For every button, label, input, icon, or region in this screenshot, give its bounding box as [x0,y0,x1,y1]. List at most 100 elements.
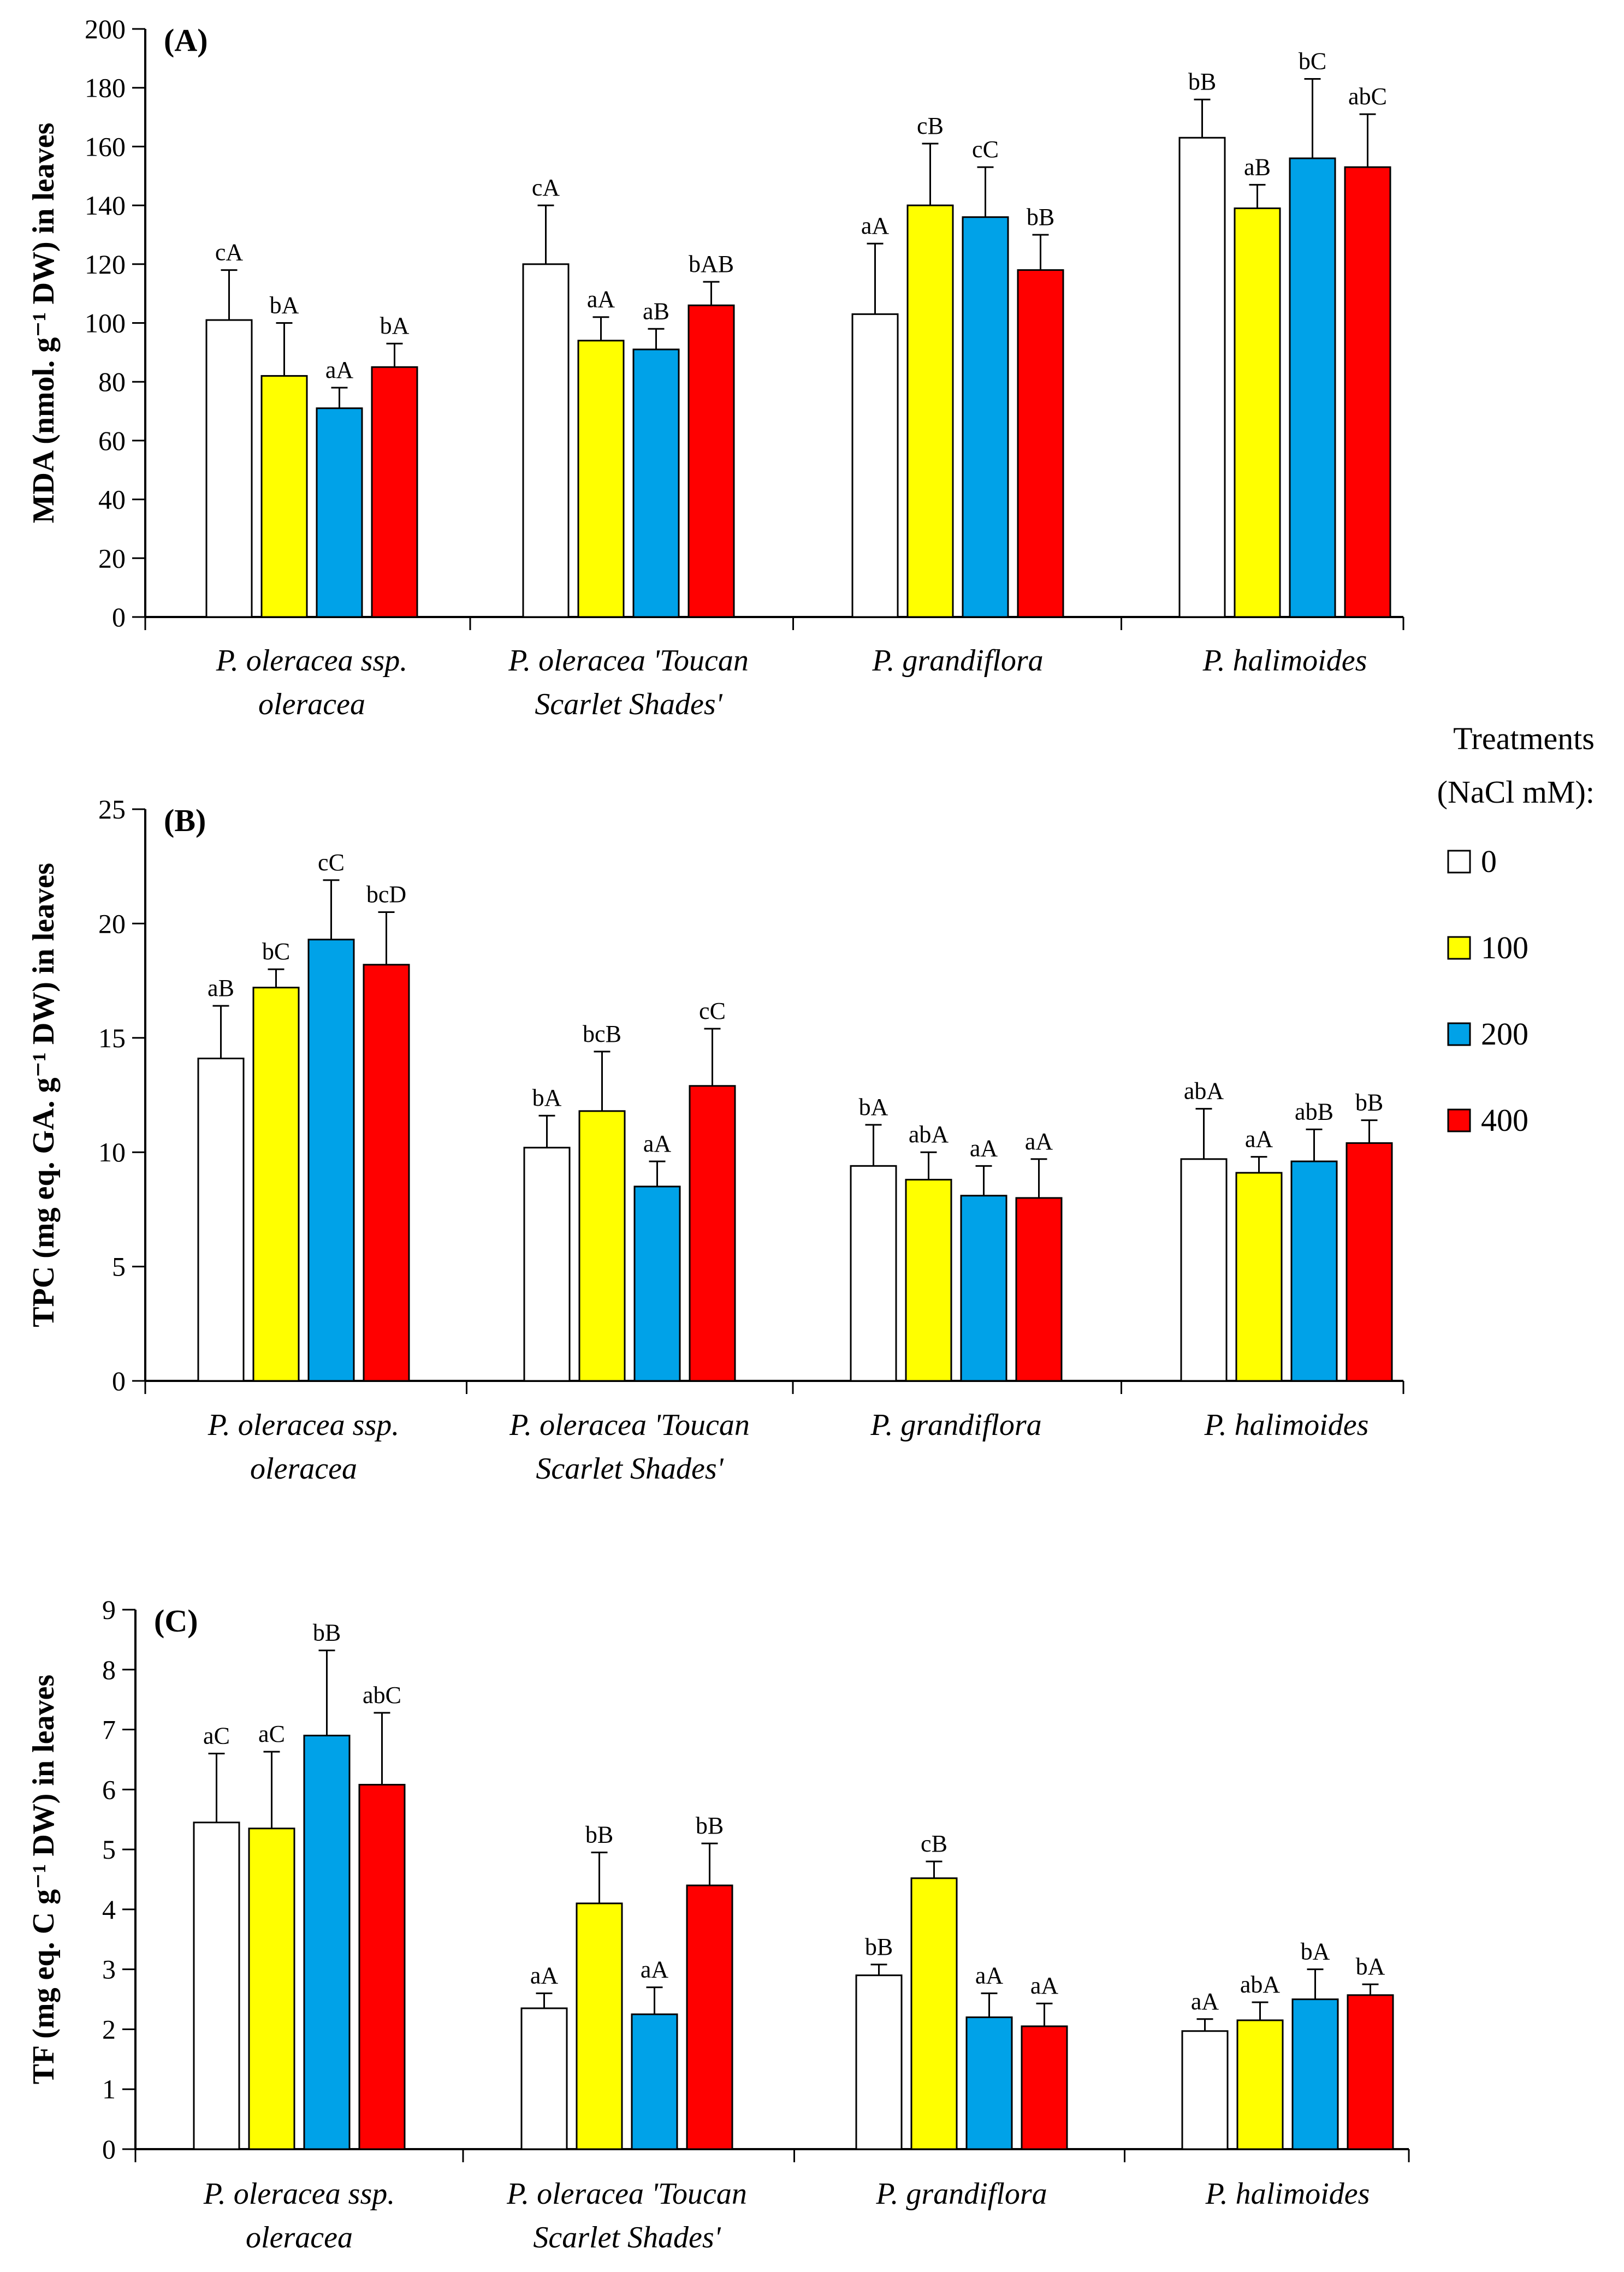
y-axis-title: MDA (nmol. g⁻¹ DW) in leaves [27,123,61,524]
significance-label: aA [1030,1972,1059,1999]
y-axis-title: TF (mg eq. C g⁻¹ DW) in leaves [27,1675,61,2084]
bar-400-group-0 [363,964,410,1382]
bar-400-group-2 [1021,2025,1068,2150]
significance-label: bA [859,1094,888,1120]
bar-200-group-0 [303,1735,351,2150]
legend-label-200: 200 [1481,1016,1528,1052]
significance-label: aC [258,1721,285,1747]
significance-label: aA [530,1962,559,1989]
significance-label: bB [1188,68,1216,95]
significance-label: aB [208,975,234,1001]
x-category-label: P. halimoides [1205,2177,1370,2211]
bar-200-group-2 [962,216,1009,618]
significance-label: bA [270,292,299,319]
x-category-label: P. grandiflora [872,644,1043,678]
bar-200-group-1 [633,1185,681,1382]
significance-label: bB [313,1620,341,1646]
bar-400-group-1 [687,304,735,618]
chart-panel-a: 0 20 40 60 80 100 120 140 160 180 200 cA cA aA bB bA aA c… [27,14,1404,721]
bar-200-group-2 [965,2016,1013,2150]
bar-0-group-3 [1180,1158,1228,1382]
bar-400-group-0 [371,366,418,618]
y-tick-label: 25 [98,794,126,824]
significance-label: cA [215,239,244,266]
x-category-label: P. oleracea ssp. [203,2177,395,2211]
significance-label: bB [585,1822,613,1848]
bar-100-group-2 [910,1877,958,2150]
bar-200-group-3 [1290,1160,1338,1382]
bar-100-group-1 [576,1902,623,2150]
significance-label: aA [643,1130,672,1157]
legend-label-0: 0 [1481,844,1497,879]
bar-100-group-3 [1235,1172,1283,1382]
x-category-label: oleracea [246,2221,353,2255]
x-category-label: Scarlet Shades' [536,1452,724,1486]
significance-label: abC [1348,83,1387,110]
significance-label: aA [1025,1128,1053,1155]
significance-label: bAB [689,251,734,277]
bar-200-group-2 [960,1195,1007,1382]
bar-100-group-0 [260,375,308,618]
x-category-label: Scarlet Shades' [533,2221,721,2255]
x-category-label: oleracea [258,687,365,721]
y-tick-label: 80 [98,366,126,397]
y-tick-label: 140 [85,190,126,221]
significance-label: bB [865,1933,893,1960]
bar-200-group-0 [316,407,363,618]
y-tick-label: 100 [85,308,126,339]
bar-400-group-3 [1344,166,1391,618]
significance-label: bC [262,938,290,965]
bar-100-group-1 [577,340,625,618]
bar-400-group-2 [1015,1197,1063,1382]
significance-label: aA [325,357,354,383]
panel-label: (A) [164,22,208,58]
y-tick-label: 9 [102,1594,116,1625]
significance-label: bcD [366,881,406,907]
y-tick-label: 5 [102,1834,116,1865]
significance-label: bA [380,312,410,339]
significance-label: abA [909,1121,949,1148]
significance-label: aA [587,286,615,313]
y-tick-label: 10 [98,1137,126,1167]
legend-label-400: 400 [1481,1102,1528,1138]
significance-label: cC [699,998,726,1024]
y-tick-label: 0 [112,1366,126,1396]
y-tick-label: 200 [85,14,126,44]
y-tick-label: 6 [102,1774,116,1805]
x-category-label: P. halimoides [1202,644,1367,678]
bar-400-group-1 [689,1085,736,1382]
x-category-label: P. halimoides [1204,1408,1369,1442]
x-category-label: P. grandiflora [870,1408,1041,1442]
panel-label: (C) [154,1603,198,1639]
significance-label: bA [532,1084,562,1111]
bar-200-group-1 [632,348,680,618]
bar-0-group-3 [1181,2030,1229,2150]
significance-label: cB [921,1830,947,1857]
legend-title-line2: (NaCl mM): [1437,774,1595,810]
legend-label-100: 100 [1481,930,1528,965]
bar-0-group-1 [523,1147,571,1382]
significance-label: bB [1355,1089,1383,1116]
y-tick-label: 120 [85,249,126,280]
significance-label: cC [318,849,345,876]
significance-label: bB [1027,204,1054,230]
y-tick-label: 20 [98,908,126,939]
significance-label: bC [1299,48,1326,75]
y-tick-label: 3 [102,1954,116,1985]
x-category-label: P. oleracea 'Toucan [506,2177,747,2211]
chart-panel-c: 0 1 2 3 4 5 6 7 8 9 aC aA bB aA aC bB cB abA bB aA aA bA abC bB… [27,1594,1410,2255]
y-tick-label: 60 [98,425,126,456]
bar-0-group-1 [522,263,570,618]
bar-100-group-0 [252,987,300,1382]
y-tick-label: 20 [98,543,126,573]
significance-label: abA [1184,1078,1224,1105]
significance-label: abB [1295,1098,1333,1125]
bar-100-group-3 [1234,207,1281,618]
legend-swatch-100 [1447,936,1471,960]
significance-label: aA [641,1956,669,1983]
bar-0-group-2 [855,1974,903,2150]
x-category-label: P. oleracea 'Toucan [509,1408,750,1442]
bar-0-group-0 [193,1822,240,2150]
